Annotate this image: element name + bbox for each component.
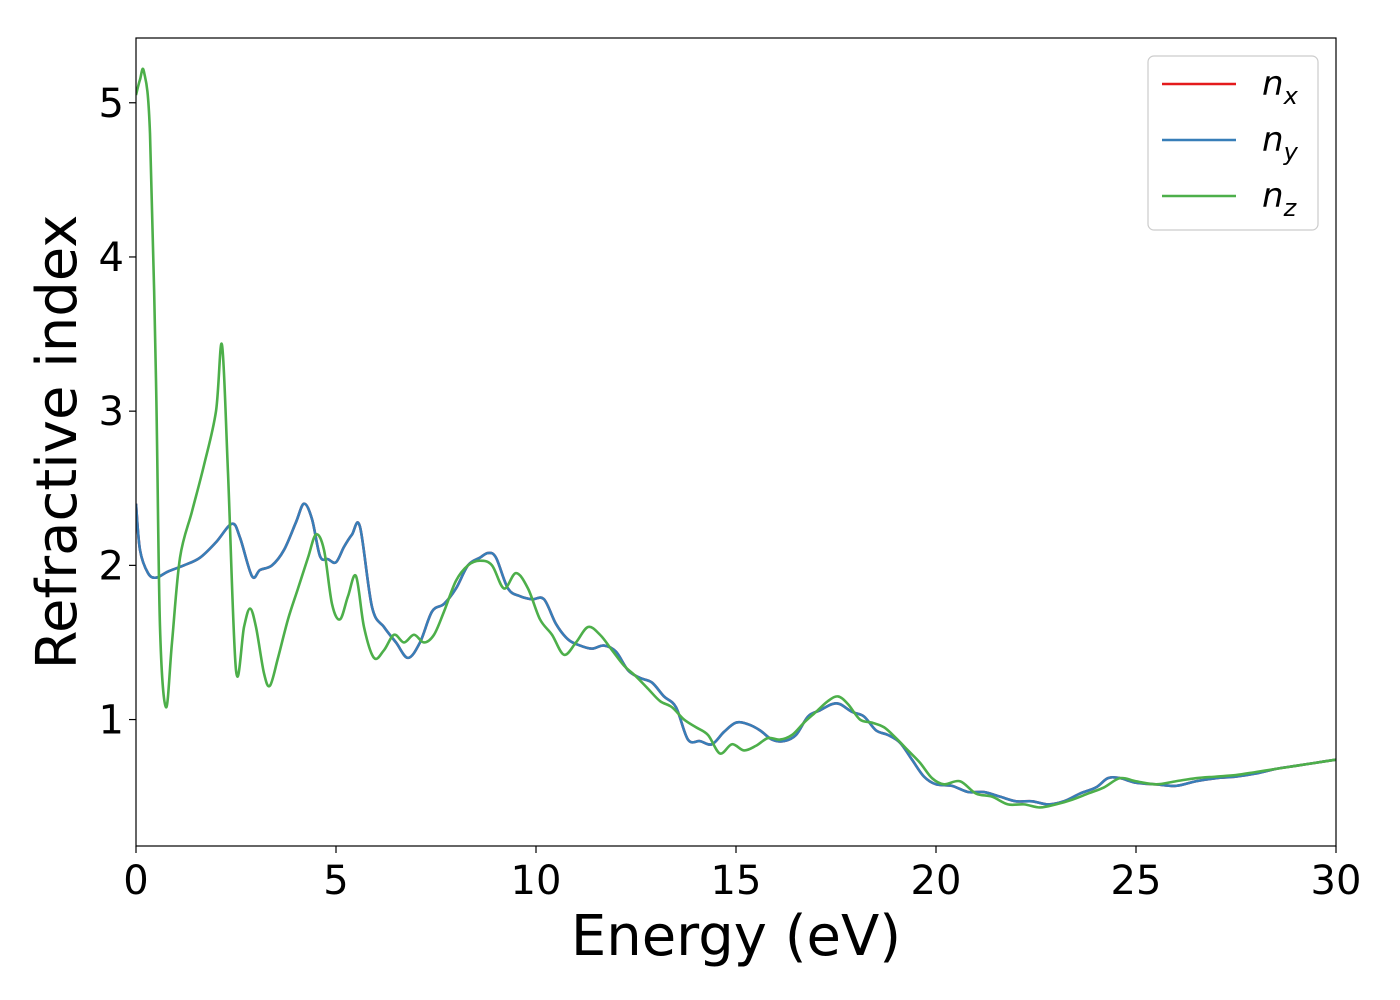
- series-line-nz: [136, 67, 1336, 809]
- x-tick-label: 10: [511, 858, 562, 904]
- x-tick-label: 25: [1111, 858, 1162, 904]
- x-tick-label: 5: [323, 858, 348, 904]
- y-axis: 1 2 3 4 5: [99, 81, 136, 744]
- legend-label-base: n: [1262, 64, 1284, 104]
- series-layer: [136, 67, 1336, 809]
- legend-box: [1147, 55, 1319, 231]
- legend-label-subscript: z: [1283, 194, 1298, 222]
- legend-label-nz: nz: [1262, 176, 1298, 222]
- y-tick-label: 2: [99, 543, 124, 589]
- legend-label-subscript: y: [1283, 138, 1299, 166]
- x-axis-title: Energy (eV): [571, 904, 901, 969]
- y-tick-label: 1: [99, 698, 124, 744]
- y-axis-title: Refractive index: [25, 215, 90, 670]
- y-tick-label: 3: [99, 389, 124, 435]
- x-tick-label: 30: [1311, 858, 1362, 904]
- legend-label-ny: ny: [1262, 120, 1299, 166]
- x-tick-label: 20: [911, 858, 962, 904]
- x-tick-label: 15: [711, 858, 762, 904]
- x-axis: 0 5 10 15 20 25 30: [123, 846, 1361, 904]
- y-tick-label: 5: [99, 81, 124, 127]
- legend-label-nx: nx: [1262, 64, 1299, 110]
- legend-label-base: n: [1262, 176, 1284, 216]
- y-tick-label: 4: [99, 235, 124, 281]
- x-tick-label: 0: [123, 858, 148, 904]
- legend-label-base: n: [1262, 120, 1284, 160]
- legend-label-subscript: x: [1283, 82, 1299, 110]
